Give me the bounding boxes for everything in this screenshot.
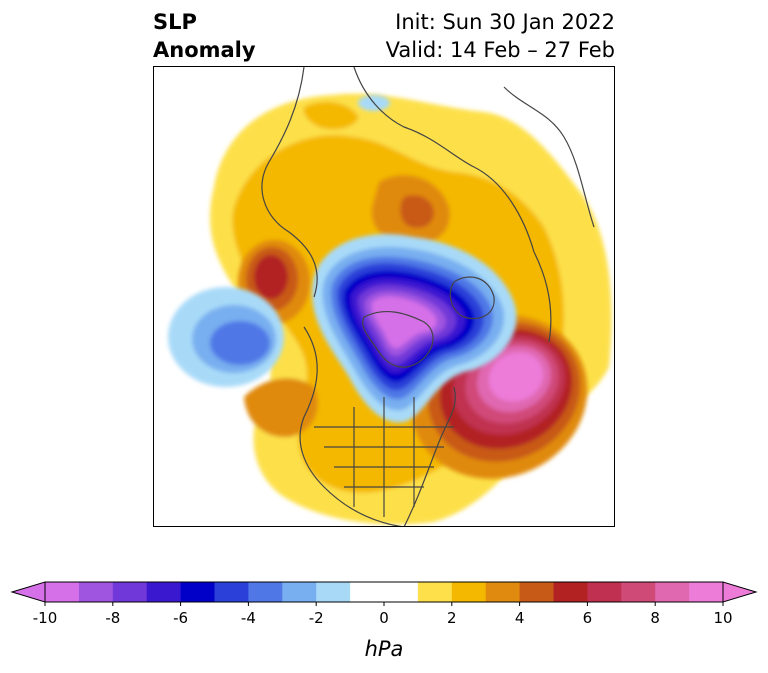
colorbar-swatch (587, 582, 622, 602)
title-left: SLP Anomaly (153, 8, 256, 64)
colorbar-tick-label: -8 (105, 609, 120, 627)
colorbar-swatch (384, 582, 419, 602)
colorbar-swatch (214, 582, 249, 602)
colorbar-swatch (180, 582, 215, 602)
colorbar-swatch (248, 582, 283, 602)
colorbar-tick-label: 8 (650, 609, 660, 627)
colorbar-extend-high (722, 581, 758, 603)
colorbar-tick-label: -2 (309, 609, 324, 627)
anomaly-map (168, 67, 612, 526)
polar-low-anomaly (312, 233, 517, 423)
coastlines (261, 67, 595, 526)
colorbar-swatch (112, 582, 148, 602)
colorbar-tick-label: 4 (515, 609, 525, 627)
colorbar-tick-label: 6 (583, 609, 593, 627)
colorbar-extend-low (10, 581, 46, 603)
north-pacific-low-anomaly (168, 287, 284, 387)
colorbar-tick-label: -10 (33, 609, 58, 627)
valid-range: Valid: 14 Feb – 27 Feb (385, 38, 615, 62)
colorbar-unit-label: hPa (365, 637, 404, 661)
colorbar-swatch (621, 582, 656, 602)
colorbar-tick-label: -6 (173, 609, 188, 627)
colorbar-swatch (451, 582, 487, 602)
colorbar-tick-label: -4 (241, 609, 256, 627)
variable-name: SLP (153, 10, 197, 34)
colorbar-swatch (78, 582, 114, 602)
colorbar-swatch (417, 582, 453, 602)
colorbar-tick-label: 10 (713, 609, 732, 627)
colorbar-swatch (485, 582, 521, 602)
colorbar-swatch (316, 582, 351, 602)
title-right: Init: Sun 30 Jan 2022 Valid: 14 Feb – 27… (386, 8, 615, 64)
init-date: Init: Sun 30 Jan 2022 (395, 10, 615, 34)
colorbar-swatch (45, 582, 80, 602)
colorbar-swatch (553, 582, 588, 602)
colorbar-swatch (282, 582, 317, 602)
variable-type: Anomaly (153, 38, 256, 62)
colorbar: -10 -8 -6 -4 -2 0 2 4 6 8 10 hPa (10, 581, 758, 661)
colorbar-swatch (350, 582, 385, 602)
colorbar-swatch (146, 582, 182, 602)
colorbar-swatch (519, 582, 554, 602)
colorbar-tick-label: 2 (447, 609, 457, 627)
map-panel (153, 66, 615, 527)
colorbar-swatch (689, 582, 724, 602)
colorbar-ticks: -10 -8 -6 -4 -2 0 2 4 6 8 10 (33, 602, 733, 627)
colorbar-tick-label: 0 (379, 609, 389, 627)
colorbar-swatch (655, 582, 690, 602)
colorbar-swatches (45, 582, 724, 602)
